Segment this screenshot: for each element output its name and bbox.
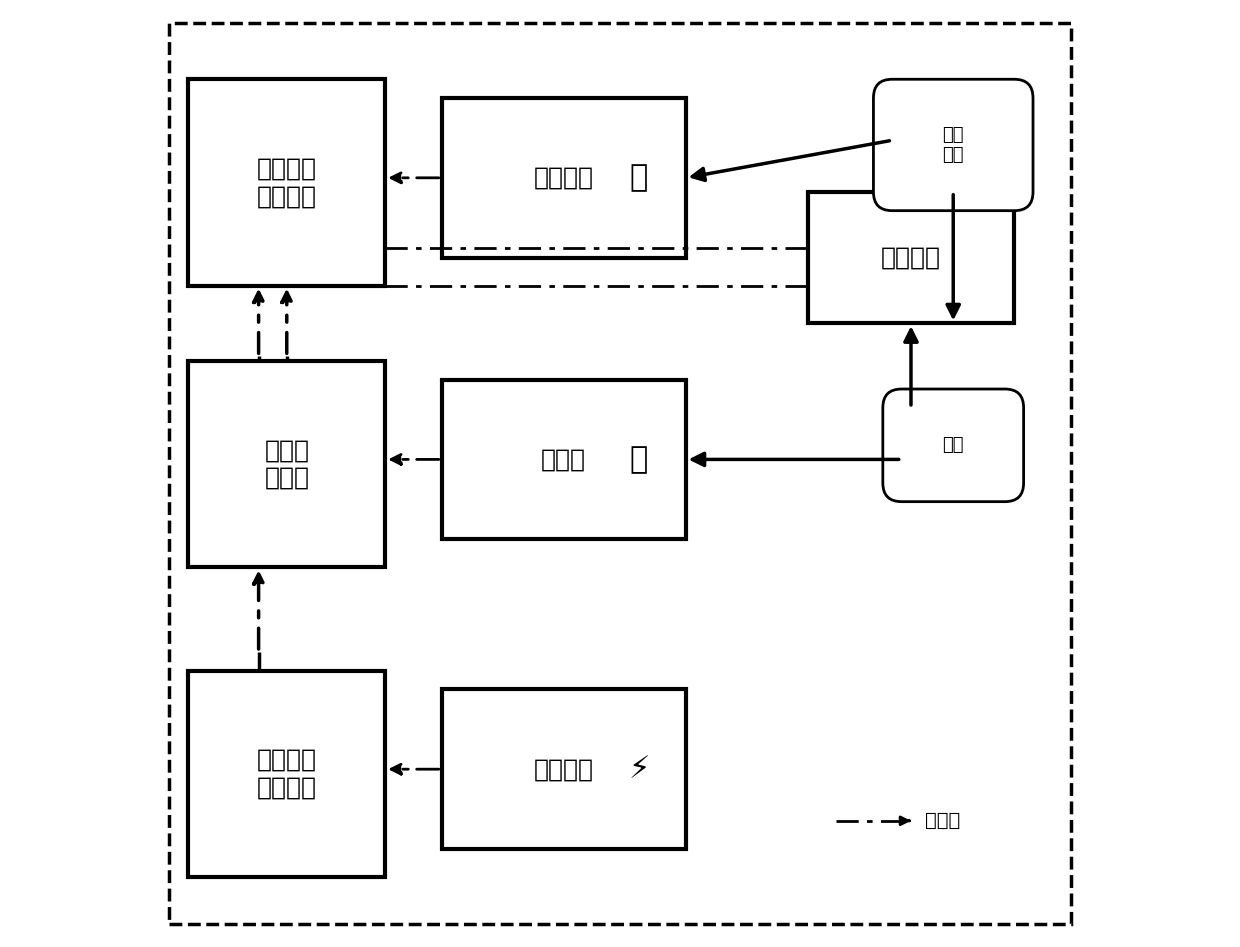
FancyBboxPatch shape xyxy=(188,80,386,286)
Text: 组成
元素: 组成 元素 xyxy=(942,126,963,165)
Text: 配电系统
调度机构: 配电系统 调度机构 xyxy=(257,748,316,800)
FancyBboxPatch shape xyxy=(188,670,386,877)
Text: 电动汽车: 电动汽车 xyxy=(880,245,941,270)
Text: 交通系统
调度机构: 交通系统 调度机构 xyxy=(257,156,316,208)
Text: 充电站
代理商: 充电站 代理商 xyxy=(264,438,309,490)
FancyBboxPatch shape xyxy=(188,361,386,567)
FancyBboxPatch shape xyxy=(873,80,1033,210)
FancyBboxPatch shape xyxy=(807,192,1014,323)
Text: 🚗: 🚗 xyxy=(630,163,647,192)
Text: 信息流: 信息流 xyxy=(925,812,960,831)
Text: 负荷: 负荷 xyxy=(942,437,963,455)
FancyBboxPatch shape xyxy=(883,389,1024,502)
FancyBboxPatch shape xyxy=(170,23,1070,924)
FancyBboxPatch shape xyxy=(441,689,686,849)
Text: ⛽: ⛽ xyxy=(630,445,647,474)
FancyBboxPatch shape xyxy=(441,98,686,258)
Text: 交通系统: 交通系统 xyxy=(533,166,594,189)
Text: ⚡: ⚡ xyxy=(629,755,650,784)
Text: 充电站: 充电站 xyxy=(541,447,587,472)
Text: 配电系统: 配电系统 xyxy=(533,758,594,781)
FancyBboxPatch shape xyxy=(441,380,686,539)
